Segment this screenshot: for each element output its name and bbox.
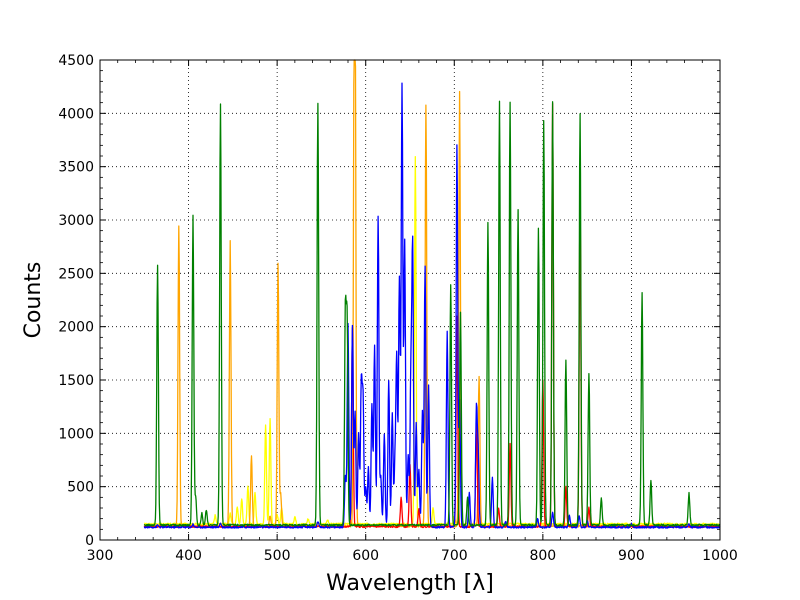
y-tick-label: 4500	[58, 53, 94, 69]
y-tick-label: 3500	[58, 160, 94, 176]
series-line-3	[143, 82, 721, 529]
x-tick-label: 1000	[702, 548, 738, 564]
y-axis-label: Counts	[21, 262, 46, 339]
x-tick-label: 300	[87, 548, 114, 564]
x-tick-label: 400	[175, 548, 202, 564]
y-tick-label: 0	[85, 533, 94, 549]
y-tick-label: 2000	[58, 320, 94, 336]
y-tick-label: 1500	[58, 373, 94, 389]
y-tick-label: 3000	[58, 213, 94, 229]
x-tick-label: 500	[264, 548, 291, 564]
series-lines	[143, 59, 721, 529]
series-line-4	[143, 100, 721, 527]
tick-labels: 300 400 500 600 700 800 900 1000 0 500 1000 1500 200…	[58, 53, 737, 564]
x-tick-label: 700	[441, 548, 468, 564]
series-line-0	[144, 155, 721, 527]
y-tick-label: 1000	[58, 426, 94, 442]
y-tick-label: 4000	[58, 106, 94, 122]
axis-ticks	[99, 59, 721, 541]
series-line-1	[143, 59, 721, 528]
y-tick-label: 2500	[58, 266, 94, 282]
x-tick-label: 900	[618, 548, 645, 564]
x-tick-label: 800	[529, 548, 556, 564]
plot-frame	[99, 59, 721, 541]
x-tick-label: 600	[352, 548, 379, 564]
y-tick-label: 500	[67, 480, 94, 496]
x-axis-label: Wavelength [λ]	[326, 571, 494, 596]
